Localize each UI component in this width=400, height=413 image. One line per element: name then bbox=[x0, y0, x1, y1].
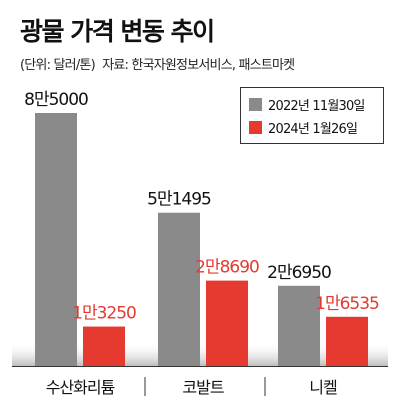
chart-title: 광물 가격 변동 추이 bbox=[20, 17, 215, 46]
legend-label-2024: 2024년 1월26일 bbox=[268, 122, 358, 137]
legend-item-2024: 2024년 1월26일 bbox=[249, 118, 358, 137]
value-label-2024-1: 2만8690 bbox=[195, 258, 259, 278]
category-label-0: 수산화리튬 bbox=[46, 378, 115, 397]
bar-2022-0 bbox=[35, 113, 77, 366]
value-label-2022-1: 5만1495 bbox=[147, 190, 211, 210]
value-label-2024-0: 1만3250 bbox=[72, 304, 136, 324]
bar-2024-2 bbox=[326, 316, 368, 366]
value-label-2024-2: 1만6535 bbox=[315, 294, 379, 314]
bar-2022-1 bbox=[158, 212, 200, 366]
unit-label: (단위: 달러/톤) bbox=[20, 58, 96, 73]
legend: 2022년 11월30일 2024년 1월26일 bbox=[240, 87, 384, 144]
bar-2024-0 bbox=[83, 326, 125, 366]
source-label: 자료: 한국자원정보서비스, 패스트마켓 bbox=[102, 58, 295, 73]
legend-item-2022: 2022년 11월30일 bbox=[249, 95, 365, 114]
bar-2022-2 bbox=[278, 285, 320, 366]
legend-label-2022: 2022년 11월30일 bbox=[268, 99, 365, 114]
bar-2024-1 bbox=[206, 280, 248, 366]
category-label-2: 니켈 bbox=[309, 378, 337, 397]
chart-subtitle: (단위: 달러/톤) 자료: 한국자원정보서비스, 패스트마켓 bbox=[20, 54, 295, 73]
legend-swatch-2022 bbox=[249, 98, 262, 111]
legend-swatch-2024 bbox=[249, 121, 262, 134]
value-label-2022-2: 2만6950 bbox=[267, 263, 331, 283]
value-label-2022-0: 8만5000 bbox=[24, 90, 88, 110]
category-label-1: 코발트 bbox=[182, 378, 223, 397]
